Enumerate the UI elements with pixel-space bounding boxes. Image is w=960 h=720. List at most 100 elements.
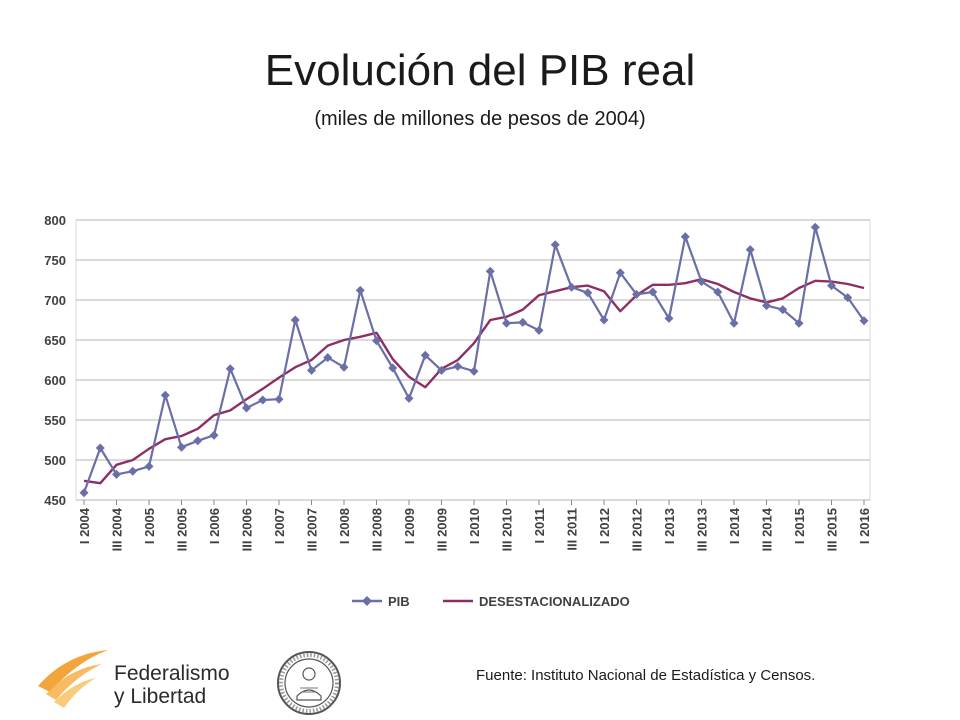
pib-point	[632, 289, 641, 299]
legend-label-pib: PIB	[388, 594, 410, 609]
pib-point	[404, 393, 414, 403]
y-axis: 450 500 550 600 650 700 750 800	[44, 213, 66, 508]
pib-point	[339, 362, 349, 372]
pib-point	[437, 365, 446, 375]
pib-point	[469, 366, 479, 376]
pib-point	[762, 301, 771, 311]
x-tick-label: III 2013	[695, 508, 710, 551]
pib-point	[79, 488, 89, 498]
pib-point	[95, 443, 105, 453]
x-tick-label: III 2007	[305, 508, 320, 551]
swoosh-icon	[38, 650, 108, 708]
x-tick-label: I 2004	[77, 507, 92, 544]
pib-point	[355, 285, 365, 295]
pib-point	[112, 469, 121, 479]
x-tick-label: III 2008	[370, 508, 385, 551]
pib-point	[193, 436, 203, 446]
x-tick-label: III 2011	[565, 508, 580, 551]
pib-point	[420, 350, 430, 360]
pib-point	[485, 266, 495, 276]
pib-point	[453, 361, 463, 371]
pib-point	[388, 363, 398, 373]
pib-point	[128, 466, 138, 476]
y-tick-label: 500	[44, 453, 66, 468]
pib-point	[843, 293, 853, 303]
pib-point	[778, 305, 788, 315]
pib-point	[583, 288, 593, 298]
x-tick-label: I 2006	[207, 508, 222, 544]
series-line-pib	[82, 226, 865, 494]
x-axis: I 2004 III 2004 I 2005 III 2005 I 2006 III 20…	[77, 500, 872, 551]
pib-point	[534, 325, 544, 335]
x-tick-label: III 2015	[825, 508, 840, 551]
x-tick-label: III 2004	[110, 507, 125, 551]
pib-point	[144, 461, 154, 471]
x-tick-label: I 2005	[142, 508, 157, 544]
series-lines	[79, 222, 869, 498]
x-tick-label: I 2010	[467, 508, 482, 544]
pib-point	[664, 313, 674, 323]
pib-point	[827, 281, 836, 291]
x-tick-label: III 2012	[630, 508, 645, 551]
federalismo-y-libertad-logo: Federalismo y Libertad	[36, 646, 266, 712]
pib-point	[810, 222, 820, 232]
pib-point	[713, 287, 723, 297]
pib-point	[567, 282, 576, 292]
seal-icon	[277, 651, 341, 715]
y-tick-label: 550	[44, 413, 66, 428]
gridlines	[76, 219, 870, 501]
plot-frame	[75, 219, 871, 501]
y-tick-label: 800	[44, 213, 66, 228]
pib-point	[372, 336, 381, 346]
legend-marker-pib	[362, 596, 372, 606]
x-tick-label: I 2015	[792, 508, 807, 544]
pib-point	[615, 268, 625, 278]
x-tick-label: I 2012	[597, 508, 612, 544]
y-tick-label: 450	[44, 493, 66, 508]
pib-point	[160, 390, 170, 400]
x-tick-label: I 2007	[272, 508, 287, 544]
pib-point	[290, 315, 300, 325]
y-tick-label: 600	[44, 373, 66, 388]
pib-point	[697, 277, 706, 287]
pib-point	[729, 318, 739, 328]
pib-point	[323, 353, 333, 363]
pib-point	[177, 442, 186, 452]
logo-text-line2: y Libertad	[114, 685, 207, 708]
pib-point	[550, 240, 560, 250]
logo-text-line1: Federalismo	[114, 662, 230, 685]
pib-point	[258, 395, 268, 405]
page-title: Evolución del PIB real	[264, 46, 696, 95]
pib-point	[745, 245, 755, 255]
page-subtitle: (miles de millones de pesos de 2004)	[314, 108, 646, 130]
pib-point	[859, 316, 869, 326]
x-tick-label: I 2008	[337, 508, 352, 544]
pib-point	[209, 430, 219, 440]
pib-point	[680, 232, 690, 242]
x-tick-label: III 2006	[240, 508, 255, 551]
x-tick-label: I 2014	[727, 507, 742, 544]
legend: PIB DESESTACIONALIZADO	[352, 594, 630, 609]
pib-point	[242, 403, 251, 413]
y-tick-label: 700	[44, 293, 66, 308]
series-line-desestacionalizado	[83, 277, 865, 485]
legend-label-desest: DESESTACIONALIZADO	[479, 594, 630, 609]
x-tick-label: III 2014	[760, 507, 775, 551]
y-tick-label: 650	[44, 333, 66, 348]
pib-point	[502, 318, 511, 328]
pib-point	[274, 394, 284, 404]
x-tick-label: I 2013	[662, 508, 677, 544]
x-tick-label: I 2011	[532, 508, 547, 543]
source-note: Fuente: Instituto Nacional de Estadístic…	[476, 667, 816, 684]
x-tick-label: III 2010	[500, 508, 515, 551]
x-tick-label: I 2016	[857, 508, 872, 544]
pib-point	[518, 317, 528, 327]
pib-point	[307, 365, 316, 375]
x-tick-label: I 2009	[402, 508, 417, 544]
y-tick-label: 750	[44, 253, 66, 268]
pib-point	[648, 287, 658, 297]
pib-point	[794, 318, 804, 328]
pib-point	[225, 364, 235, 374]
x-tick-label: III 2005	[175, 508, 190, 551]
